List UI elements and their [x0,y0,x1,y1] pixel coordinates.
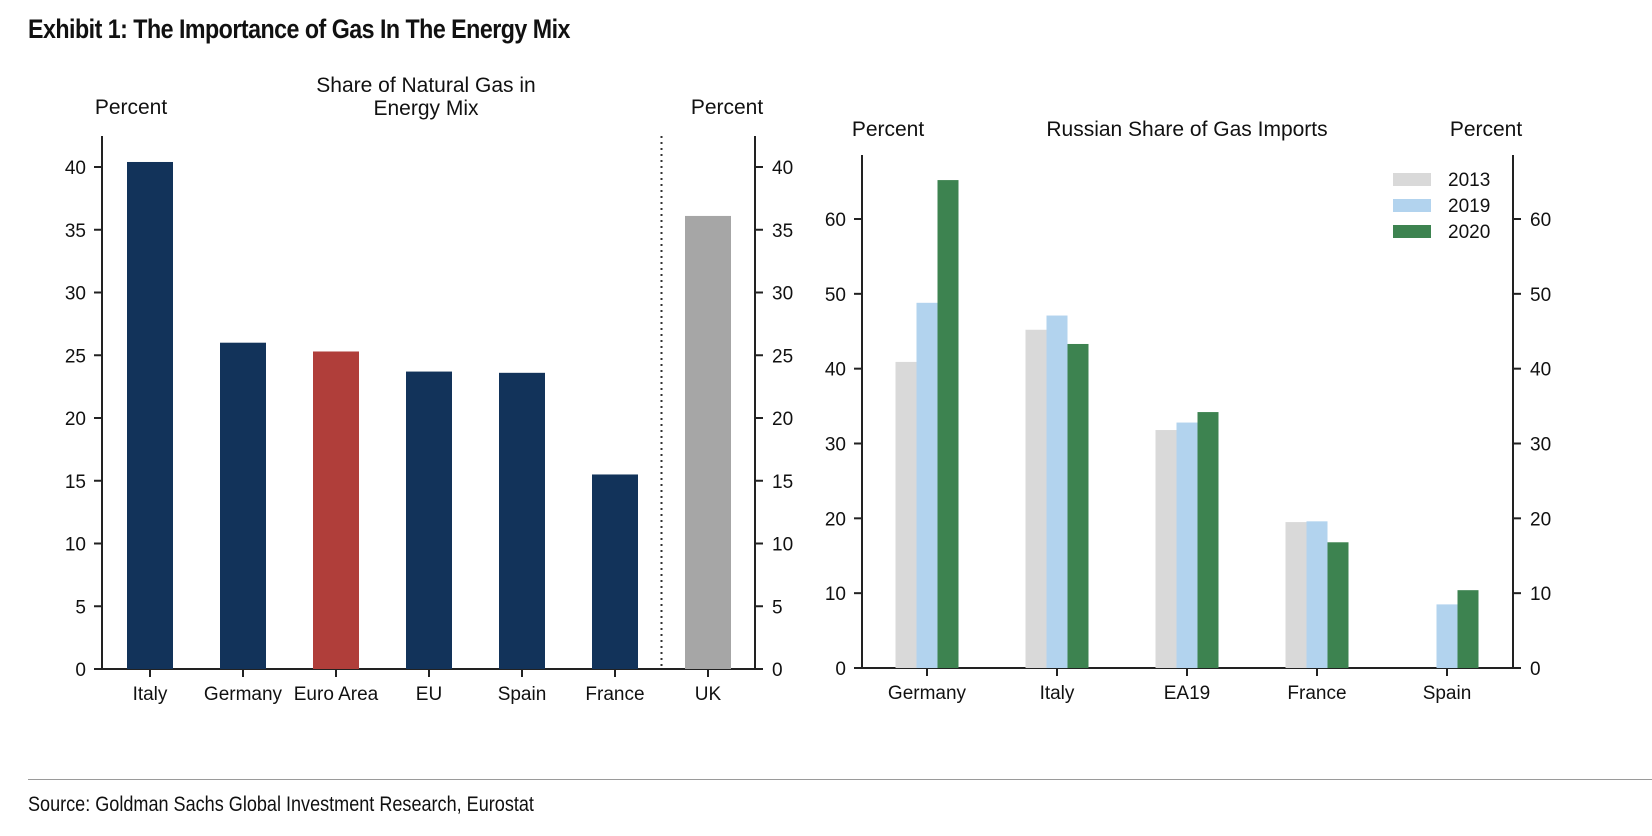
right-chart-legend-label-2020: 2020 [1448,222,1490,243]
left-chart-bar-eu [406,371,452,669]
left-chart-bar-germany [220,342,266,669]
left-chart-ytick-label-left: 20 [65,409,86,430]
left-chart-ytick-label-left: 25 [65,346,86,367]
left-chart-ytick-label-right: 40 [772,158,793,179]
right-chart-ytick-label-right: 0 [1530,659,1541,680]
left-chart-xtick-label: Euro Area [294,684,379,705]
right-chart-bar-france-2020 [1327,542,1349,668]
right-chart-bar-ea19-2019 [1176,422,1198,668]
right-chart-bar-spain-2019 [1436,604,1458,668]
left-chart-ylabel-left: Percent [95,96,168,119]
right-chart-ylabel-right: Percent [1450,118,1523,141]
right-chart-ytick-label-left: 10 [825,584,846,605]
left-chart-bar-italy [127,161,173,670]
right-chart-ytick-label-right: 50 [1530,285,1551,306]
left-chart-ytick-label-left: 10 [65,535,86,556]
left-chart-bar-uk [685,215,731,669]
right-chart-xtick-label: Italy [1040,683,1075,704]
left-chart-bar-spain [499,372,545,669]
right-chart-bar-italy-2020 [1067,343,1089,668]
right-chart-ytick-label-left: 40 [825,360,846,381]
right-chart-legend-swatch-2013 [1393,173,1431,186]
right-chart-ytick-label-left: 30 [825,435,846,456]
left-chart-ytick-label-left: 40 [65,158,86,179]
left-chart-xtick-label: Germany [204,684,283,705]
right-chart-bar-italy-2013 [1025,329,1047,668]
left-chart-ytick-label-right: 0 [772,660,783,681]
right-chart-bar-france-2019 [1306,521,1328,668]
left-chart-ytick-label-left: 15 [65,472,86,493]
right-chart-xtick-label: Germany [888,683,967,704]
left-chart-xtick-label: Spain [498,684,547,705]
left-chart-xtick-label: France [585,684,644,705]
right-chart-ytick-label-right: 10 [1530,584,1551,605]
right-chart-xtick-label: Spain [1423,683,1472,704]
right-chart-bar-spain-2020 [1457,590,1479,668]
right-chart-bar-germany-2013 [895,361,917,668]
source-divider [28,779,1652,780]
right-chart-title: Russian Share of Gas Imports [1046,118,1327,141]
left-chart-title-line: Energy Mix [373,97,479,120]
right-chart-xtick-label: EA19 [1164,683,1210,704]
right-chart-bar-ea19-2020 [1197,412,1219,668]
exhibit-title: Exhibit 1: The Importance of Gas In The … [28,14,570,44]
source-note: Source: Goldman Sachs Global Investment … [28,793,534,816]
left-chart-ylabel-right: Percent [691,96,764,119]
right-chart-legend-swatch-2020 [1393,225,1431,238]
left-chart-xtick-label: Italy [133,684,168,705]
left-chart-ytick-label-right: 30 [772,284,793,305]
left-chart-ytick-label-left: 0 [75,660,86,681]
right-chart-legend-label-2013: 2013 [1448,170,1490,191]
left-chart-xtick-label: UK [695,684,722,705]
left-chart-title-line: Share of Natural Gas in [316,74,535,97]
right-chart-ylabel-left: Percent [852,118,925,141]
left-chart-bar-euro-area [313,351,359,669]
right-chart-bar-ea19-2013 [1155,430,1177,668]
right-chart-ytick-label-left: 50 [825,285,846,306]
left-chart-ytick-label-right: 15 [772,472,793,493]
right-chart-ytick-label-left: 60 [825,210,846,231]
right-chart-ytick-label-right: 20 [1530,509,1551,530]
left-chart-ytick-label-left: 30 [65,284,86,305]
right-chart-bar-italy-2019 [1046,315,1068,668]
right-chart-legend-label-2019: 2019 [1448,196,1490,217]
left-chart-ytick-label-left: 5 [75,597,86,618]
right-chart-ytick-label-right: 60 [1530,210,1551,231]
left-chart-ytick-label-right: 10 [772,535,793,556]
left-chart-ytick-label-right: 20 [772,409,793,430]
right-chart-ytick-label-right: 40 [1530,360,1551,381]
left-chart-xtick-label: EU [416,684,442,705]
right-chart-legend-swatch-2019 [1393,199,1431,212]
left-chart-ytick-label-right: 5 [772,597,783,618]
right-chart-bar-france-2013 [1285,522,1307,668]
left-chart-ytick-label-left: 35 [65,221,86,242]
right-chart-bar-germany-2020 [937,180,959,668]
right-chart-bar-germany-2019 [916,302,938,668]
right-chart-xtick-label: France [1287,683,1346,704]
left-chart-ytick-label-right: 35 [772,221,793,242]
right-chart-ytick-label-left: 0 [835,659,846,680]
left-chart-ytick-label-right: 25 [772,346,793,367]
left-chart-bar-france [592,474,638,669]
right-chart-ytick-label-right: 30 [1530,435,1551,456]
right-chart-ytick-label-left: 20 [825,509,846,530]
